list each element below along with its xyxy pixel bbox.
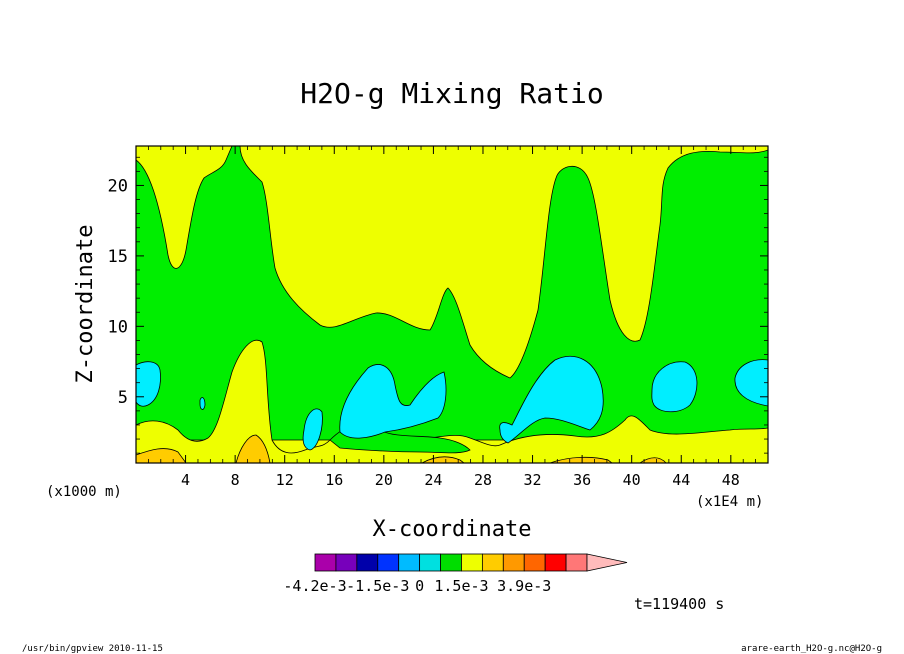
- y-tick-label: 20: [108, 176, 128, 196]
- colorbar-swatch: [419, 553, 441, 572]
- x-tick-label: 4: [181, 471, 190, 489]
- x-tick-label: 48: [722, 471, 740, 489]
- colorbar-swatch: [440, 553, 462, 572]
- colorbar-swatch: [481, 553, 504, 572]
- x-tick-label: 40: [623, 471, 641, 489]
- x-tick-label: 28: [474, 471, 492, 489]
- footer-right: arare-earth_H2O-g.nc@H2O-g: [741, 644, 882, 654]
- chart-title: H2O-g Mixing Ratio: [300, 77, 603, 110]
- colorbar-swatch: [335, 553, 358, 572]
- x-axis: 4 8 12 16 20 24 28 32 36 40 44 48: [147, 146, 757, 489]
- x-tick-label: 20: [375, 471, 393, 489]
- field-cyan-6: [651, 361, 698, 413]
- plot-area: [135, 145, 769, 464]
- colorbar-swatch: [544, 553, 567, 572]
- colorbar-swatch: [565, 553, 588, 572]
- x-axis-label: X-coordinate: [373, 517, 532, 542]
- y-tick-label: 5: [118, 388, 128, 408]
- colorbar-swatch: [314, 553, 337, 572]
- colorbar-label: 1.5e-3: [434, 577, 488, 595]
- colorbar-swatch: [523, 553, 546, 572]
- colorbar-swatch: [377, 553, 400, 572]
- plot-frame: [135, 145, 769, 464]
- x-scale-note: (x1E4 m): [696, 494, 763, 510]
- colorbar-labels: -4.2e-3 -1.5e-3 0 1.5e-3 3.9e-3: [283, 577, 551, 595]
- x-tick-label: 24: [424, 471, 442, 489]
- x-tick-label: 36: [573, 471, 591, 489]
- x-tick-label: 44: [672, 471, 690, 489]
- colorbar-swatch: [356, 553, 379, 572]
- colorbar-swatch: [398, 553, 421, 572]
- x-unit-label: (x1000 m): [46, 484, 122, 500]
- footer-left: /usr/bin/gpview 2010-11-15: [22, 644, 163, 654]
- x-tick-label: 8: [231, 471, 240, 489]
- x-tick-label: 12: [276, 471, 294, 489]
- colorbar-label: 3.9e-3: [497, 577, 551, 595]
- y-tick-label: 15: [108, 247, 128, 267]
- colorbar-extend-arrow: [586, 553, 628, 572]
- field-cyan-2: [199, 397, 206, 410]
- colorbar-swatch: [461, 553, 483, 572]
- colorbar-swatch: [502, 553, 525, 572]
- field-green: [136, 146, 768, 441]
- colorbar: [314, 553, 628, 572]
- field-cyan-5: [499, 355, 604, 444]
- field-cyan-7: [734, 359, 768, 407]
- x-tick-label: 16: [325, 471, 343, 489]
- field-orange-2: [235, 434, 271, 463]
- colorbar-label: -4.2e-3: [283, 577, 346, 595]
- y-axis: 5 10 15 20: [108, 156, 768, 454]
- colorbar-label: 0: [415, 577, 424, 595]
- time-label: t=119400 s: [634, 595, 724, 613]
- y-tick-label: 10: [108, 317, 128, 337]
- x-tick-label: 32: [524, 471, 542, 489]
- colorbar-label: -1.5e-3: [346, 577, 409, 595]
- field-cyan-4: [339, 364, 447, 439]
- field-orange-3: [421, 456, 465, 463]
- y-axis-label: Z-coordinate: [73, 225, 98, 384]
- field-cyan-3: [302, 408, 323, 451]
- field-cyan-1: [136, 361, 161, 407]
